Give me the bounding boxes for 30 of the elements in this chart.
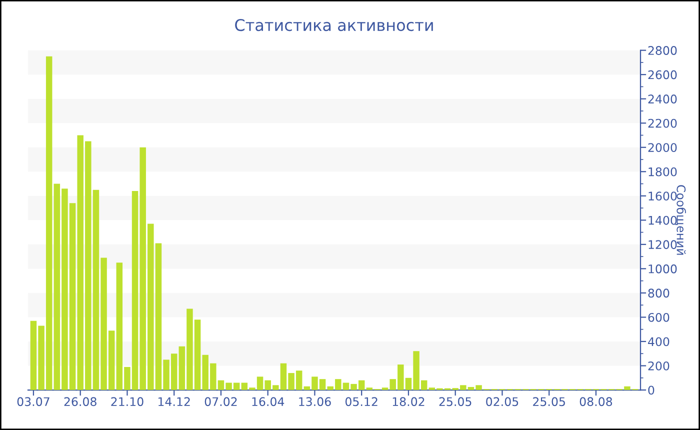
x-tick-label: 16.04: [252, 397, 284, 406]
x-tick-label: 08.08: [580, 397, 612, 406]
y-axis-title: Сообщений: [675, 185, 686, 255]
y-tick-label: 1600: [648, 192, 677, 201]
y-tick-label: 2800: [648, 46, 677, 55]
x-tick-label: 14.12: [158, 397, 190, 406]
y-tick-label: 2000: [648, 143, 677, 152]
x-tick-label: 03.07: [17, 397, 50, 406]
x-tick-label: 21.10: [111, 397, 144, 406]
x-tick-label: 05.12: [345, 397, 378, 406]
y-tick-label: 200: [648, 361, 670, 370]
y-tick-label: 2400: [648, 94, 677, 104]
y-tick-label: 1400: [648, 216, 677, 225]
y-tick-label: 400: [648, 337, 670, 346]
y-tick-label: 0: [648, 386, 654, 395]
y-tick-label: 600: [648, 312, 670, 322]
x-tick-label: 13.06: [299, 397, 331, 406]
y-tick-label: 1200: [648, 240, 677, 250]
x-tick-label: 26.08: [64, 397, 96, 406]
y-tick-label: 1000: [648, 264, 677, 274]
y-tick-label: 2600: [648, 70, 677, 80]
x-tick-label: 07.02: [204, 397, 237, 406]
y-tick-label: 800: [648, 288, 670, 298]
x-tick-label: 02.05: [486, 397, 518, 406]
x-tick-label: 25.05: [439, 397, 472, 406]
x-tick-label: 18.02: [392, 397, 424, 406]
y-tick-label: 2200: [648, 118, 677, 128]
chart-title: Статистика активности: [235, 19, 433, 32]
x-tick-label: 25.05: [533, 397, 565, 406]
y-tick-label: 1800: [648, 167, 677, 176]
